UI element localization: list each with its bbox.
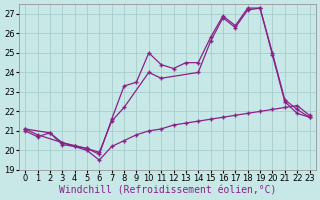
X-axis label: Windchill (Refroidissement éolien,°C): Windchill (Refroidissement éolien,°C)	[59, 186, 276, 196]
